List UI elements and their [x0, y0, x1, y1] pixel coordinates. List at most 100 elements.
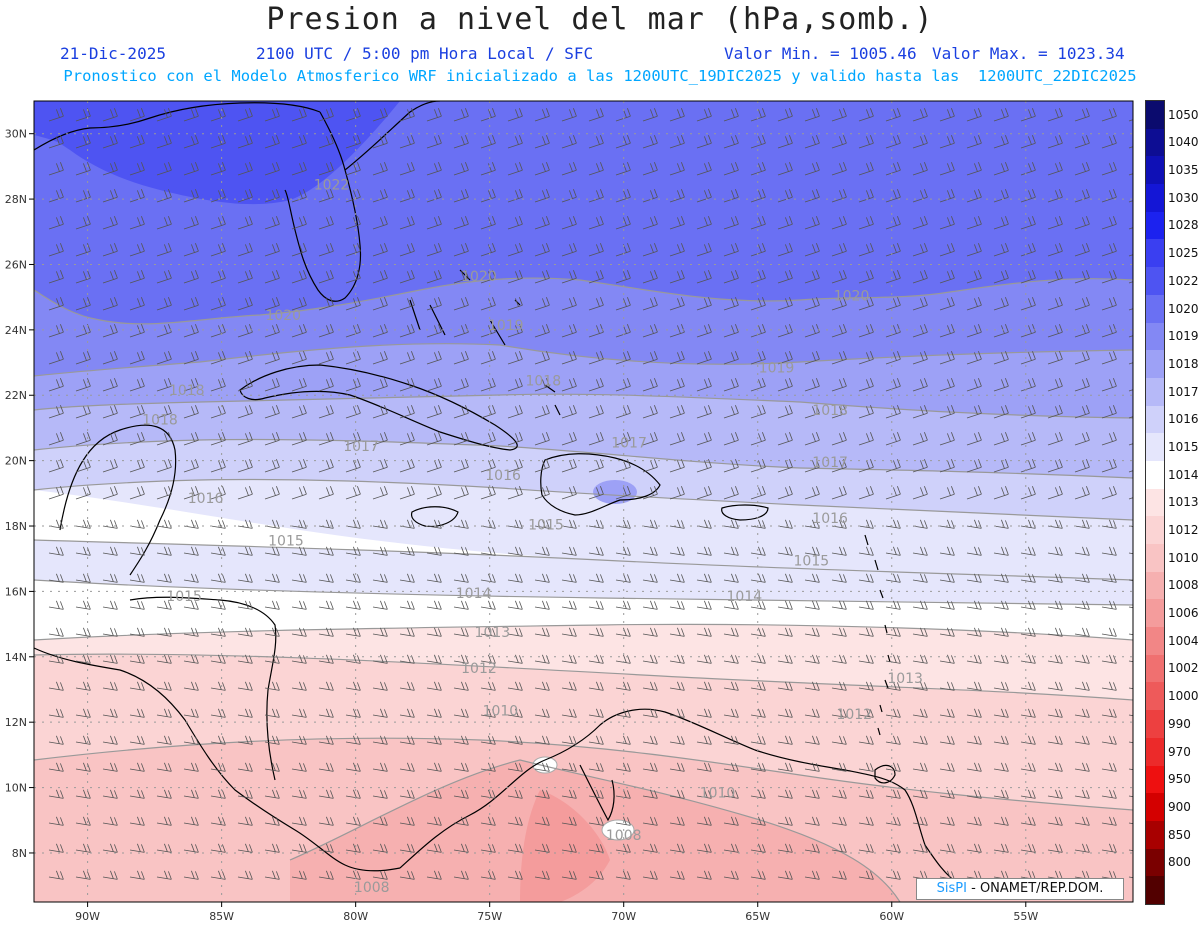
wind-barb: [858, 378, 874, 392]
wind-barb: [534, 378, 550, 392]
wind-barb: [291, 546, 307, 556]
wind-barb: [75, 162, 91, 176]
wind-barb: [183, 189, 199, 203]
wind-barb: [1128, 687, 1133, 690]
map-frame: [33, 100, 1134, 903]
colorbar-label: 800: [1168, 855, 1191, 870]
lat-tick-label: 20N: [5, 455, 27, 468]
isobar-label: 1015: [794, 553, 830, 569]
wind-barb: [534, 135, 550, 149]
wind-barb: [966, 708, 982, 718]
wind-barb: [858, 405, 874, 419]
wind-barb: [129, 600, 145, 610]
wind-barb: [210, 459, 226, 473]
wind-barb: [48, 405, 64, 419]
wind-barb: [588, 870, 604, 880]
wind-barb: [156, 459, 172, 473]
wind-barb: [102, 681, 118, 691]
wind-barb: [102, 762, 118, 772]
wind-barb: [129, 216, 145, 230]
wind-barb: [264, 681, 280, 691]
lat-tick-label: 16N: [5, 585, 27, 598]
wind-barb: [507, 162, 523, 176]
wind-barb: [129, 108, 145, 122]
wind-barb: [777, 297, 793, 311]
wind-barb: [723, 486, 739, 500]
wind-barb: [858, 216, 874, 230]
wind-barb: [696, 870, 712, 880]
wind-barb: [480, 735, 496, 745]
wind-barb: [1020, 654, 1036, 664]
wind-barb: [264, 135, 280, 149]
wind-barb: [561, 843, 577, 853]
wind-barb: [480, 189, 496, 203]
wind-barb: [1128, 173, 1133, 176]
wind-barb: [588, 405, 604, 419]
wind-barb: [345, 762, 361, 772]
colorbar-label: 1017: [1168, 384, 1199, 399]
wind-barb: [1020, 627, 1036, 637]
wind-barb: [102, 573, 118, 583]
wind-barb: [993, 654, 1009, 664]
wind-barb: [210, 546, 226, 556]
wind-barb: [426, 378, 442, 392]
wind-barb: [804, 297, 820, 311]
wind-barb: [642, 351, 658, 365]
wind-barb: [264, 351, 280, 365]
wind-barb: [831, 162, 847, 176]
wind-barb: [480, 654, 496, 664]
wind-barb: [264, 762, 280, 772]
wind-barb: [534, 816, 550, 826]
colorbar-label: 1010: [1168, 550, 1199, 565]
wind-barb: [588, 432, 604, 446]
wind-barb: [291, 627, 307, 637]
isobar-label: 1013: [887, 671, 923, 687]
wind-barb: [939, 654, 955, 664]
lon-tick-label: 90W: [75, 910, 100, 923]
wind-barb: [237, 681, 253, 691]
wind-barb: [480, 459, 496, 473]
wind-barb: [1101, 216, 1117, 230]
wind-barb: [264, 789, 280, 799]
trinidad: [874, 764, 896, 784]
wind-barb: [885, 243, 901, 257]
wind-barb: [48, 108, 64, 122]
wind-barb: [291, 486, 307, 500]
wind-barb: [696, 600, 712, 610]
wind-barb: [696, 546, 712, 556]
isobar-label: 1008: [606, 828, 642, 844]
wind-barb: [426, 162, 442, 176]
wind-barb: [993, 789, 1009, 799]
wind-barb: [561, 870, 577, 880]
wind-barb: [210, 627, 226, 637]
wind-barb: [291, 735, 307, 745]
wind-barb: [1074, 816, 1090, 826]
wind-barb: [804, 405, 820, 419]
wind-barb: [210, 789, 226, 799]
wind-barb: [156, 600, 172, 610]
wind-barb: [885, 519, 901, 529]
wind-barb: [1047, 432, 1063, 446]
wind-barb: [939, 546, 955, 556]
wind-barb: [534, 216, 550, 230]
wind-barb: [399, 216, 415, 230]
wind-barb: [318, 708, 334, 718]
wind-barb: [1074, 108, 1090, 122]
wind-barb: [696, 459, 712, 473]
wind-barb: [507, 432, 523, 446]
cuba: [239, 364, 518, 451]
wind-barb: [291, 432, 307, 446]
wind-barb: [237, 627, 253, 637]
wind-barb: [183, 162, 199, 176]
wind-barb: [1047, 108, 1063, 122]
wind-barb: [993, 600, 1009, 610]
wind-barb: [1074, 243, 1090, 257]
wind-barb: [858, 519, 874, 529]
wind-barb: [399, 189, 415, 203]
wind-barb: [48, 870, 64, 880]
axis-ticks: 90W 85W 80W 75W 70W 65W 60W 55W 30N 28N 26N 24N 22N 2…: [5, 128, 1039, 923]
wind-barb: [453, 486, 469, 500]
isobar-label: 1017: [343, 439, 379, 455]
isobar-label: 1016: [812, 511, 848, 527]
wind-barb: [966, 378, 982, 392]
